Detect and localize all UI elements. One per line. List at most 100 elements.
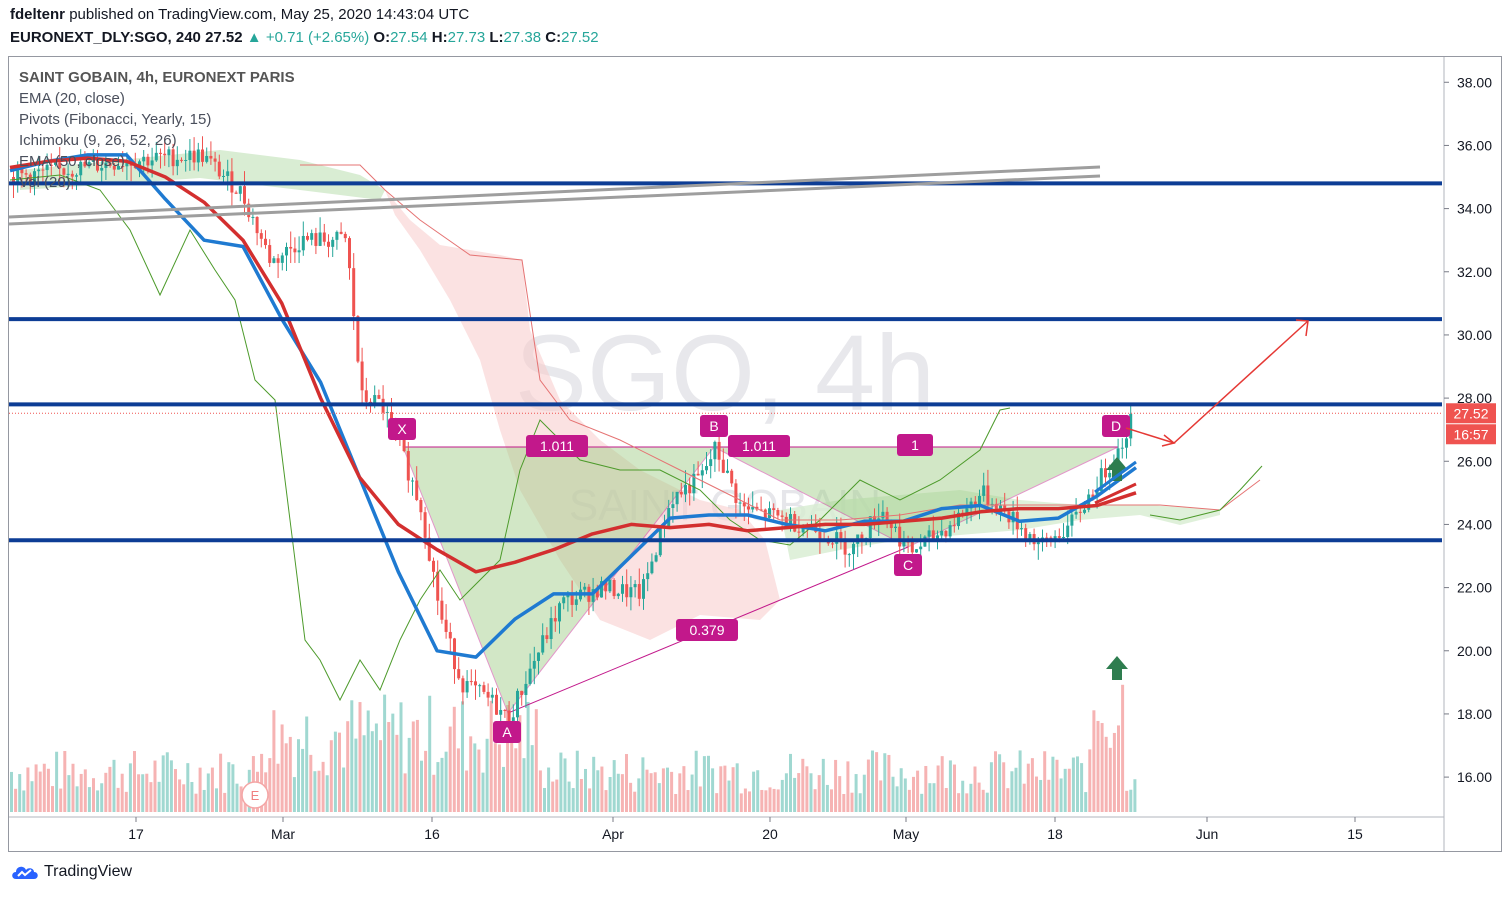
author-name[interactable]: fdeltenr [10, 6, 66, 23]
volume-bar [354, 738, 358, 812]
volume-bar [1080, 763, 1084, 812]
volume-bar [1096, 720, 1100, 812]
volume-bar [825, 784, 829, 812]
volume-bar [92, 778, 95, 812]
point-label-bg [493, 721, 521, 743]
volume-bar [305, 716, 309, 812]
volume-bar [481, 772, 485, 812]
volume-bar [485, 738, 489, 812]
candle-body [96, 159, 99, 171]
change-value: +0.71 (+2.65%) [265, 29, 370, 46]
candle-body [532, 660, 536, 669]
point-label-bg [700, 415, 728, 437]
volume-bar [461, 701, 464, 812]
candle-body [448, 631, 452, 639]
volume-bar [1129, 789, 1133, 812]
volume-bar [1092, 710, 1096, 812]
candle-body [377, 395, 381, 399]
candle-body [356, 316, 360, 362]
candle-body [1099, 468, 1103, 492]
volume-bar [973, 766, 977, 812]
ratio-label: 0.379 [689, 622, 724, 638]
candle-body [125, 162, 129, 167]
volume-bar [690, 774, 694, 812]
candle-body [1020, 528, 1023, 530]
candle-body [268, 245, 272, 263]
candle-body [705, 466, 708, 471]
brand-name: TradingView [44, 863, 133, 880]
volume-bar [670, 771, 674, 812]
candle-body [146, 156, 150, 166]
candle-body [583, 586, 587, 590]
candle-body [180, 159, 183, 161]
candle-body [12, 177, 15, 185]
volume-bar [928, 783, 932, 812]
volume-bar [186, 763, 190, 812]
trendline-upper [8, 165, 1101, 219]
volume-bar [961, 780, 965, 812]
volume-bar [584, 768, 587, 812]
volume-bar [674, 793, 678, 812]
legend-ema50[interactable]: EMA (50, close) [19, 153, 125, 170]
volume-bar [830, 789, 833, 812]
candle-body [793, 514, 797, 532]
y-tick-label: 38.00 [1457, 74, 1492, 90]
candle-body [70, 173, 74, 177]
volume-bar [112, 759, 116, 812]
legend-ichimoku[interactable]: Ichimoku (9, 26, 52, 26) [19, 132, 177, 149]
candle-body [894, 526, 897, 529]
ratio-label-bg [728, 435, 790, 457]
x-tick-label: Jun [1196, 826, 1219, 842]
volume-bar [575, 750, 579, 812]
annotations: E [241, 319, 1309, 809]
candle-body [314, 233, 318, 246]
tradingview-logo[interactable]: TradingView [10, 862, 132, 882]
candle-body [436, 571, 440, 601]
volume-bar [235, 783, 239, 812]
candle-body [847, 554, 851, 556]
candle-body [1116, 448, 1120, 466]
legend-volume[interactable]: Vol (20) [19, 174, 71, 191]
volume-bar [194, 793, 198, 812]
volume-bar [981, 789, 985, 812]
candle-body [238, 186, 242, 194]
candle-body [990, 503, 994, 505]
volume-bar [1018, 750, 1022, 812]
volume-bar [842, 793, 846, 812]
volume-bar [108, 766, 112, 812]
volume-bar [133, 751, 136, 812]
ema20-line [9, 153, 1138, 659]
volume-bar [383, 694, 387, 812]
cloud-bullish [20, 150, 385, 200]
volume-bar [149, 782, 153, 812]
volume-bar [424, 750, 428, 812]
candle-body [684, 484, 687, 495]
volume-bar [444, 751, 448, 812]
volume-bar [1030, 758, 1034, 812]
volume-bar [936, 765, 940, 812]
candle-body [839, 532, 843, 539]
low-label: L: [489, 29, 504, 46]
candle-body [24, 173, 28, 175]
candle-body [62, 168, 66, 175]
volume-bar [219, 753, 223, 812]
legend-pivots[interactable]: Pivots (Fibonacci, Yearly, 15) [19, 111, 212, 128]
candle-body [637, 584, 641, 599]
volume-bar [22, 790, 26, 812]
candle-body [335, 231, 339, 240]
volume-bar [715, 793, 719, 812]
candle-body [616, 593, 620, 597]
volume-bar [452, 706, 456, 812]
candle-body [112, 165, 116, 170]
volume-bar [128, 763, 132, 812]
volume-bar [698, 786, 702, 812]
candle-body [574, 599, 578, 605]
volume-bar [280, 724, 284, 812]
volume-bar [977, 782, 981, 812]
legend-ema20[interactable]: EMA (20, close) [19, 90, 125, 107]
volume-bar [67, 775, 71, 812]
watermark-main: SGO, 4h [515, 312, 935, 433]
chart-frame[interactable] [8, 56, 1502, 852]
candle-body [860, 534, 864, 542]
